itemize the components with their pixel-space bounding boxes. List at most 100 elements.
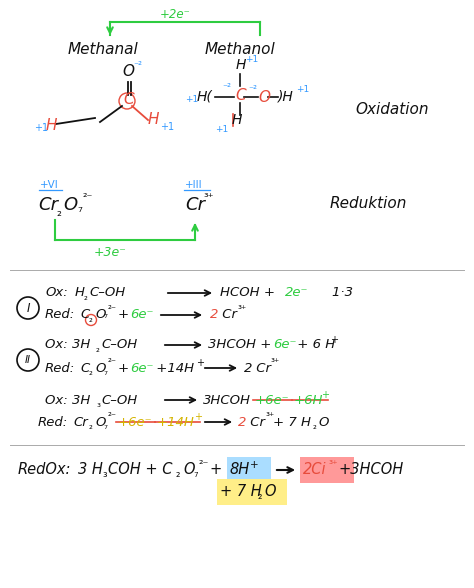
Text: O: O <box>264 485 275 499</box>
Text: ₃: ₃ <box>96 399 100 409</box>
Text: C–OH: C–OH <box>101 393 137 406</box>
Text: H: H <box>148 112 159 128</box>
Text: ²⁻: ²⁻ <box>108 305 117 315</box>
Text: ⁻²: ⁻² <box>222 83 231 93</box>
Text: ³⁺: ³⁺ <box>203 193 213 203</box>
Text: +: + <box>321 390 329 400</box>
Text: +2e⁻: +2e⁻ <box>160 8 191 22</box>
Text: ₂: ₂ <box>89 367 93 377</box>
Text: +1: +1 <box>245 55 258 65</box>
Text: O: O <box>95 416 105 429</box>
Text: 2: 2 <box>210 309 219 322</box>
Text: O: O <box>258 89 270 105</box>
Text: ⁻²: ⁻² <box>133 61 142 71</box>
Text: C–OH: C–OH <box>101 339 137 352</box>
FancyBboxPatch shape <box>300 457 354 483</box>
Text: +VI: +VI <box>40 180 59 190</box>
Text: ₂: ₂ <box>89 314 93 324</box>
Text: O: O <box>63 196 77 214</box>
Text: +6e⁻: +6e⁻ <box>255 393 290 406</box>
Text: C–OH: C–OH <box>89 286 125 299</box>
Text: ₂: ₂ <box>258 491 263 501</box>
Text: Red:: Red: <box>45 309 75 322</box>
Text: 2: 2 <box>238 416 246 429</box>
Text: +1: +1 <box>296 85 309 95</box>
Text: +: + <box>194 412 202 422</box>
Text: Cr: Cr <box>38 196 58 214</box>
Text: +1: +1 <box>160 122 174 132</box>
Text: 3HCOH +: 3HCOH + <box>208 339 275 352</box>
Text: +: + <box>210 463 227 477</box>
Text: +: + <box>118 362 133 375</box>
Text: ³⁺: ³⁺ <box>328 460 337 470</box>
Text: +1: +1 <box>34 123 48 133</box>
Text: O: O <box>95 362 105 375</box>
Text: + 7 H: + 7 H <box>220 485 262 499</box>
Text: +14H: +14H <box>152 362 194 375</box>
Text: O: O <box>122 65 134 79</box>
Text: C: C <box>80 309 89 322</box>
Text: +14H: +14H <box>157 416 195 429</box>
Text: +III: +III <box>185 180 202 190</box>
Text: COH + C: COH + C <box>108 463 173 477</box>
Text: ³⁺: ³⁺ <box>270 358 279 368</box>
Text: +: + <box>196 358 204 368</box>
Text: Red:: Red: <box>45 362 75 375</box>
Text: ₂: ₂ <box>313 421 317 431</box>
Text: H(: H( <box>197 90 213 104</box>
Text: Cr: Cr <box>218 309 237 322</box>
Text: H: H <box>232 113 242 127</box>
Text: 8H: 8H <box>230 463 250 477</box>
Text: Cr: Cr <box>185 196 205 214</box>
Text: ₇: ₇ <box>103 367 107 377</box>
Text: Methanol: Methanol <box>205 42 276 58</box>
Text: +: + <box>118 309 133 322</box>
Text: +: + <box>250 460 259 470</box>
Text: Cr: Cr <box>246 416 265 429</box>
Text: Ox: 3H: Ox: 3H <box>45 393 91 406</box>
Text: 6e⁻: 6e⁻ <box>130 362 154 375</box>
Text: 3HCOH: 3HCOH <box>203 393 251 406</box>
Text: H: H <box>46 118 57 132</box>
Text: O: O <box>95 309 105 322</box>
Text: ²⁻: ²⁻ <box>199 460 210 470</box>
Text: Reduktion: Reduktion <box>330 195 407 211</box>
Text: ²⁻: ²⁻ <box>83 193 93 203</box>
Text: Cr: Cr <box>252 362 271 375</box>
Text: H: H <box>236 58 246 72</box>
Text: C: C <box>235 88 246 102</box>
Text: Red:: Red: <box>38 416 68 429</box>
Text: ₇: ₇ <box>193 469 198 479</box>
Text: ₂: ₂ <box>84 292 88 302</box>
Text: ⁷: ⁷ <box>103 314 107 324</box>
Text: ₂: ₂ <box>96 344 100 354</box>
Text: ³⁺: ³⁺ <box>265 412 274 422</box>
Text: 6e⁻: 6e⁻ <box>273 339 297 352</box>
Text: C: C <box>123 92 134 108</box>
Text: ₃: ₃ <box>102 469 107 479</box>
Text: H: H <box>75 286 85 299</box>
Text: ₂: ₂ <box>56 205 61 219</box>
Text: +1: +1 <box>215 125 228 135</box>
Text: + 6 H: + 6 H <box>293 339 335 352</box>
Text: II: II <box>25 355 31 365</box>
Text: +3HCOH: +3HCOH <box>338 463 403 477</box>
Text: )H: )H <box>278 90 294 104</box>
FancyBboxPatch shape <box>227 457 271 483</box>
Text: RedOx:: RedOx: <box>18 463 72 477</box>
Text: ₂: ₂ <box>89 421 93 431</box>
Text: +1: +1 <box>185 95 198 105</box>
Text: O: O <box>318 416 328 429</box>
Text: ₂: ₂ <box>176 469 181 479</box>
Text: 2: 2 <box>244 362 252 375</box>
Text: 3 H: 3 H <box>78 463 103 477</box>
Text: 2e⁻: 2e⁻ <box>285 286 309 299</box>
Text: +6e⁻: +6e⁻ <box>118 416 153 429</box>
Text: 2Ci: 2Ci <box>303 463 327 477</box>
Text: O: O <box>183 463 194 477</box>
Text: Oxidation: Oxidation <box>355 102 428 118</box>
Text: Ox: 3H: Ox: 3H <box>45 339 91 352</box>
Text: I: I <box>26 302 30 315</box>
Text: ⁷: ⁷ <box>77 205 82 219</box>
Text: ²⁻: ²⁻ <box>108 358 117 368</box>
